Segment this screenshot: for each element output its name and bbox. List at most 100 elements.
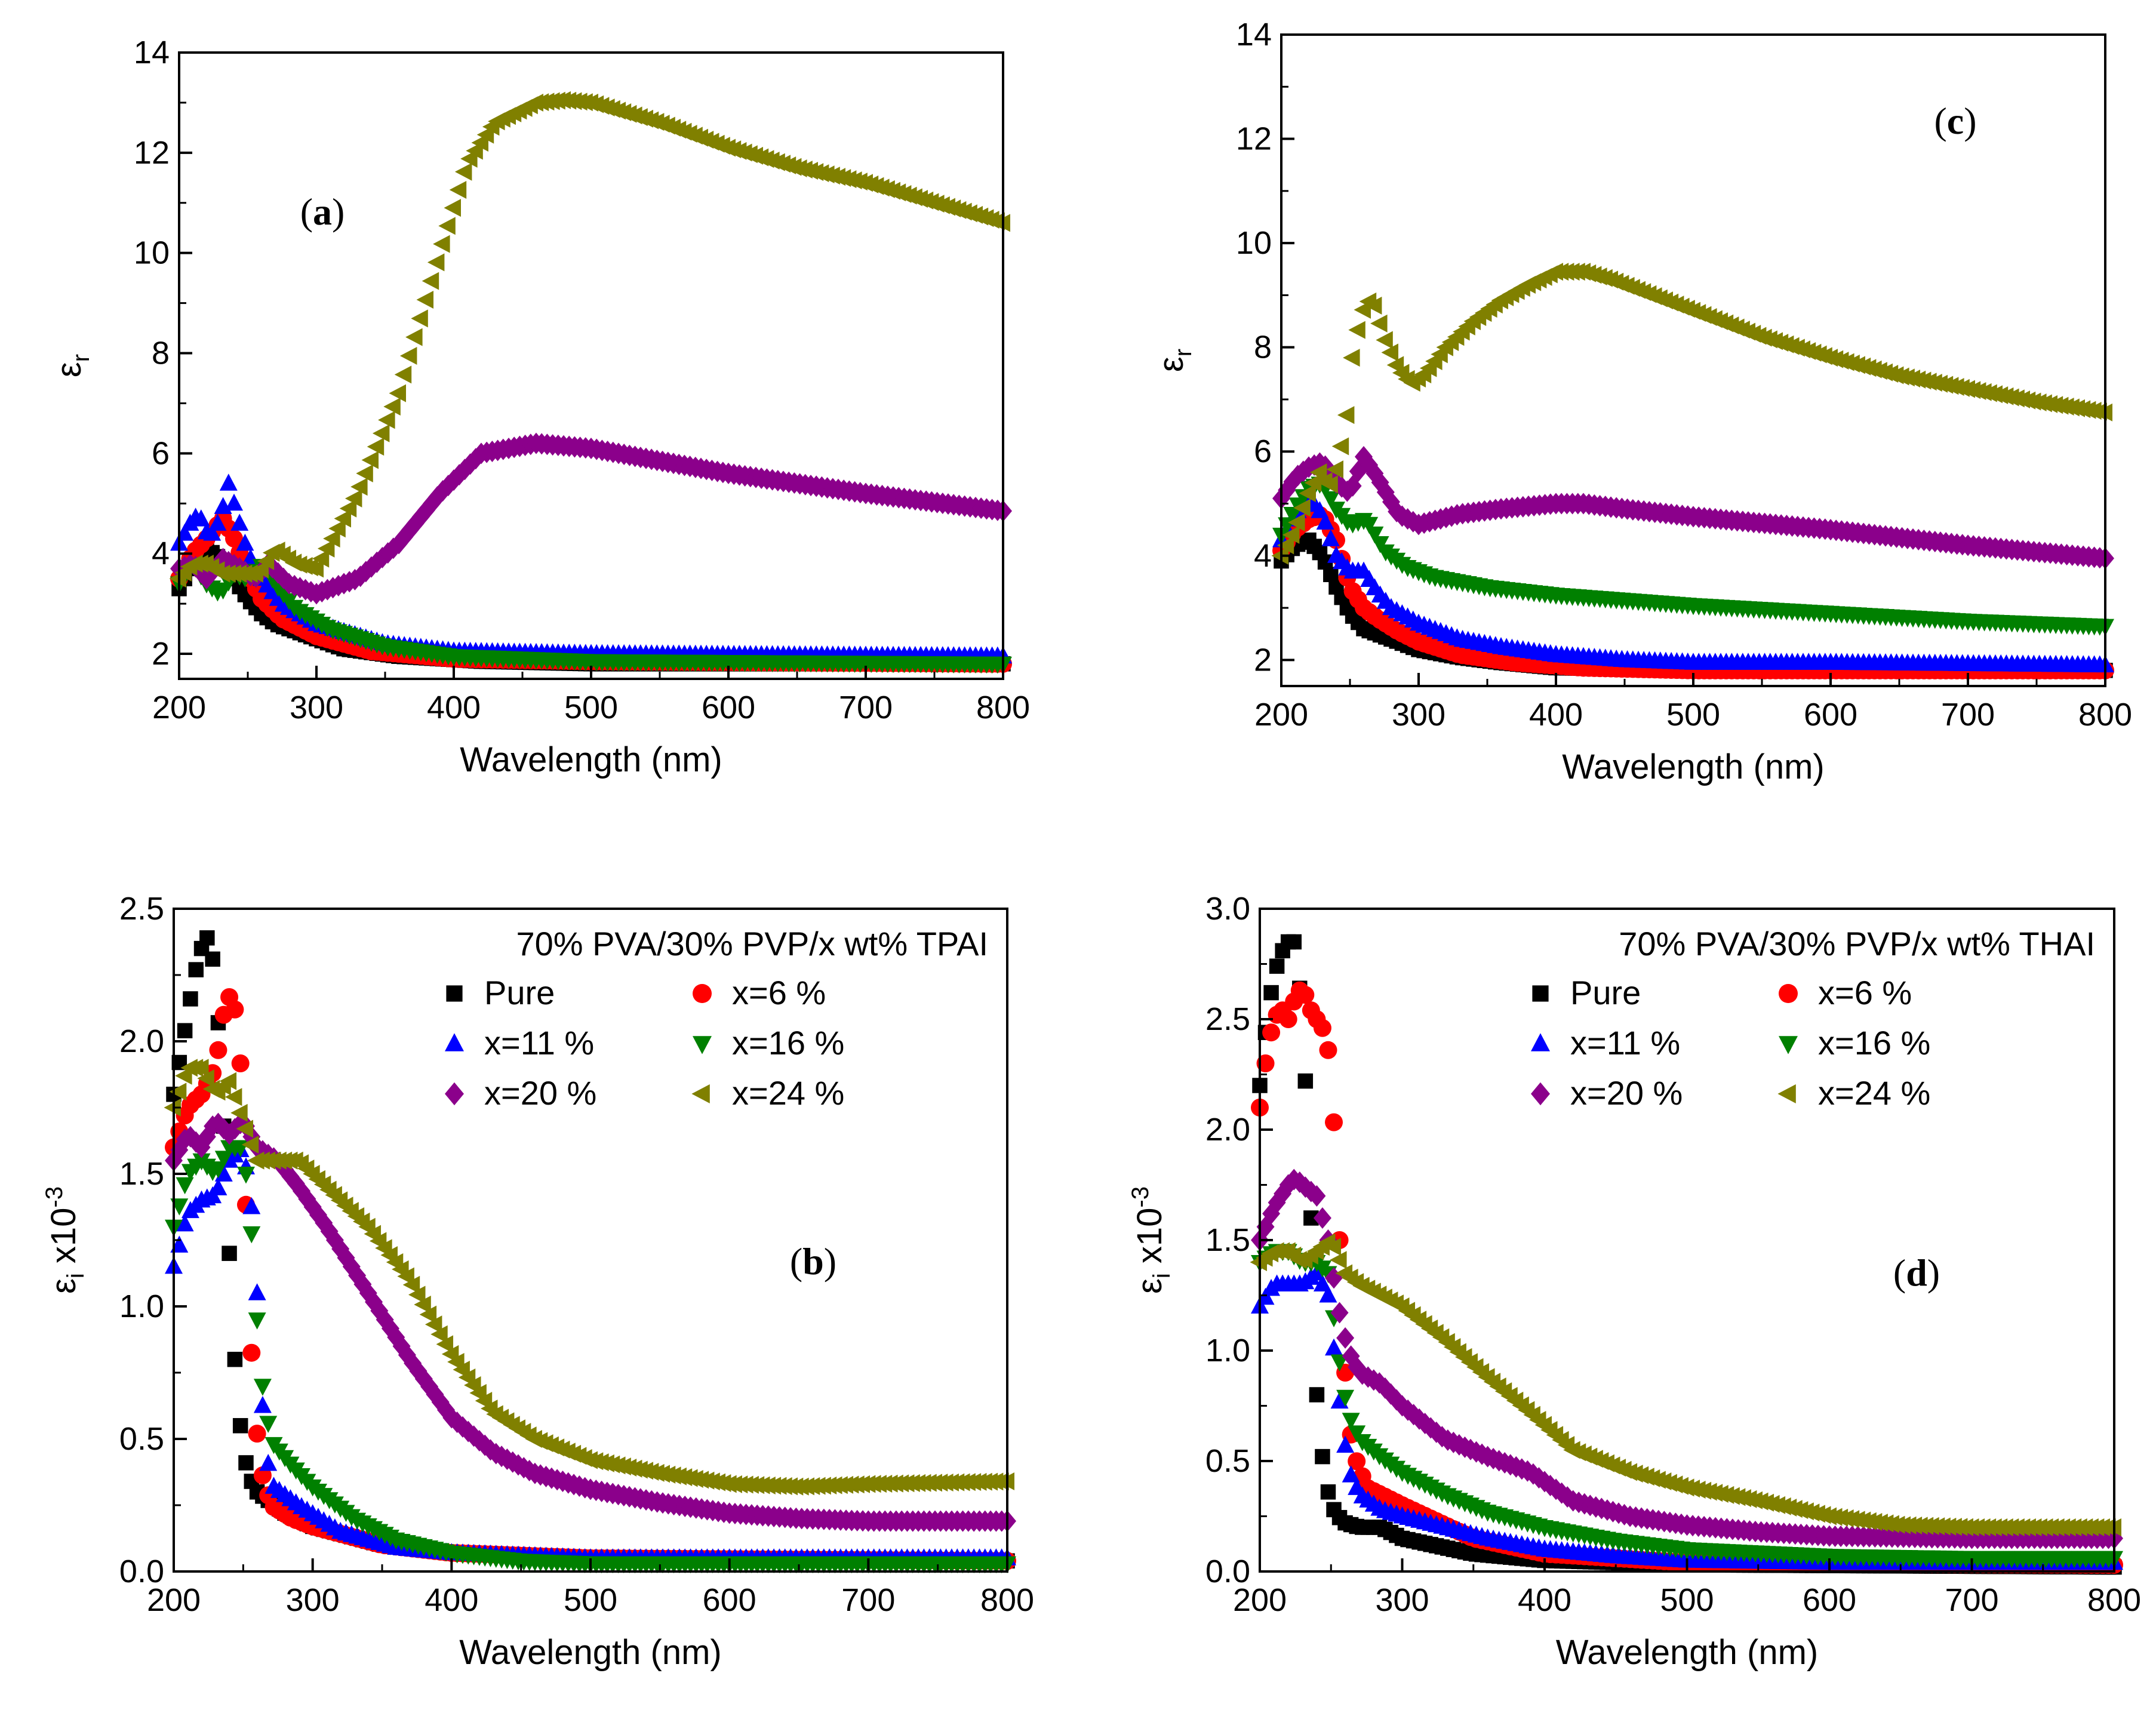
data-point xyxy=(253,1396,272,1413)
data-point xyxy=(192,1059,209,1077)
data-point xyxy=(214,1164,233,1182)
data-point xyxy=(248,1312,266,1330)
data-point xyxy=(1326,460,1343,479)
data-point xyxy=(1279,1010,1297,1028)
data-point xyxy=(1325,1113,1343,1131)
x-tick-label: 600 xyxy=(1803,1582,1856,1618)
x-tick-label: 200 xyxy=(152,690,206,725)
x-tick-label: 700 xyxy=(839,690,893,725)
data-point xyxy=(1365,526,1384,544)
legend-entry: x=6 % xyxy=(732,974,826,1011)
x-tick-label: 600 xyxy=(703,1582,756,1618)
data-point xyxy=(176,1214,194,1232)
data-point xyxy=(1309,1387,1325,1403)
legend-entry: x=24 % xyxy=(1818,1074,1930,1112)
legend-entry: x=11 % xyxy=(484,1024,594,1062)
y-tick-label: 8 xyxy=(1254,330,1272,365)
data-point xyxy=(257,552,275,570)
data-point xyxy=(449,180,467,199)
data-point xyxy=(1297,1073,1314,1089)
data-point xyxy=(209,1041,227,1059)
x-tick-label: 700 xyxy=(1945,1582,1998,1618)
data-point xyxy=(236,1120,253,1138)
data-point xyxy=(312,549,330,568)
legend-marker xyxy=(1531,1082,1550,1106)
data-point xyxy=(408,1285,426,1304)
data-point xyxy=(226,1000,244,1019)
data-point xyxy=(1348,321,1365,339)
series-x-24- xyxy=(164,1059,1014,1496)
y-tick-label: 10 xyxy=(134,235,170,271)
data-point xyxy=(997,1472,1014,1491)
legend-entry: Pure xyxy=(484,974,555,1011)
x-tick-label: 500 xyxy=(1666,697,1720,733)
legend: 70% PVA/30% PVP/x wt% TPAI Pure x=6 % x=11 … xyxy=(445,925,988,1112)
y-tick-label: 2.5 xyxy=(119,891,164,927)
data-point xyxy=(1313,1207,1331,1229)
data-point xyxy=(1296,986,1315,1004)
x-tick-label: 700 xyxy=(841,1582,895,1618)
data-point xyxy=(1325,1338,1343,1356)
data-point xyxy=(1330,1302,1349,1324)
data-point xyxy=(1308,1185,1326,1207)
data-point xyxy=(1269,958,1285,974)
x-tick-label: 300 xyxy=(1392,697,1445,733)
x-tick-label: 800 xyxy=(2078,697,2132,733)
y-tick-label: 1.0 xyxy=(119,1288,164,1324)
series-x-24- xyxy=(169,91,1010,588)
data-point xyxy=(219,473,238,491)
data-point xyxy=(1271,546,1288,565)
legend-marker xyxy=(1532,985,1549,1002)
data-point xyxy=(1348,1425,1366,1443)
data-point xyxy=(306,559,324,578)
series-x-24- xyxy=(1250,1233,2121,1536)
data-point xyxy=(394,365,412,384)
y-tick-label: 1.0 xyxy=(1205,1333,1250,1368)
data-point xyxy=(444,199,461,217)
series-x-20- xyxy=(170,432,1012,605)
data-point xyxy=(438,217,456,235)
data-point xyxy=(378,411,395,429)
y-tick-label: 4 xyxy=(152,536,170,571)
data-point xyxy=(222,1245,237,1261)
data-point xyxy=(205,951,220,967)
x-tick-label: 400 xyxy=(1518,1582,1571,1618)
legend-entry: x=20 % xyxy=(484,1074,596,1112)
data-point xyxy=(251,560,269,579)
series-x-11- xyxy=(165,1140,1016,1566)
data-point xyxy=(425,1315,442,1334)
data-point xyxy=(405,328,423,346)
series-x-20- xyxy=(1272,445,2114,570)
y-tick-label: 2 xyxy=(1254,642,1272,678)
x-tick-label: 400 xyxy=(425,1582,478,1618)
x-axis-label: Wavelength (nm) xyxy=(459,1633,721,1672)
data-point xyxy=(433,235,450,253)
data-point xyxy=(389,384,406,402)
data-point xyxy=(309,1204,327,1226)
data-point xyxy=(397,1267,414,1285)
data-point xyxy=(203,524,222,541)
x-tick-label: 400 xyxy=(1529,697,1583,733)
data-point xyxy=(1262,1023,1281,1042)
data-point xyxy=(242,1226,261,1244)
y-tick-label: 12 xyxy=(134,135,170,171)
data-point xyxy=(253,1379,272,1396)
data-point xyxy=(416,291,433,309)
legend-marker xyxy=(445,1082,464,1106)
panel-label: (a) xyxy=(300,190,345,233)
data-point xyxy=(1376,331,1393,349)
data-point xyxy=(192,509,210,527)
legend-marker xyxy=(446,985,463,1002)
data-point xyxy=(1277,536,1294,555)
y-tick-label: 8 xyxy=(152,336,170,371)
data-point xyxy=(188,962,204,977)
data-point xyxy=(183,991,198,1007)
data-point xyxy=(1321,491,1340,509)
data-point xyxy=(1343,349,1360,367)
legend-title: 70% PVA/30% PVP/x wt% THAI xyxy=(1619,925,2095,962)
y-tick-label: 3.0 xyxy=(1205,891,1250,927)
data-point xyxy=(227,1352,243,1367)
y-tick-label: 2.5 xyxy=(1205,1001,1250,1037)
data-point xyxy=(242,1343,261,1362)
x-tick-label: 400 xyxy=(427,690,481,725)
